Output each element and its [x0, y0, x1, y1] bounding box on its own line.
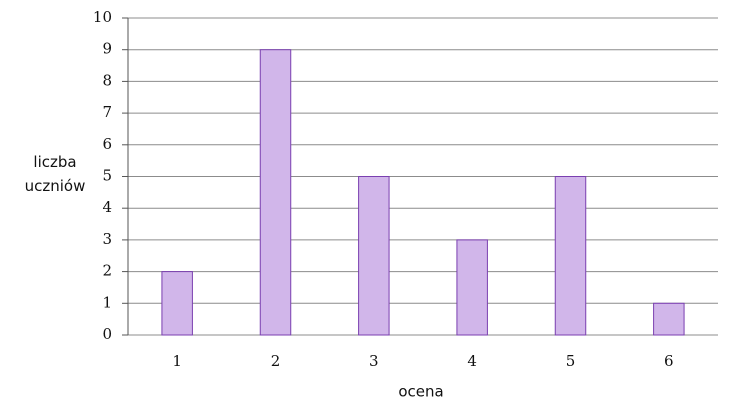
bar — [554, 176, 587, 336]
y-tick-label: 3 — [102, 230, 112, 248]
x-tick-label: 3 — [369, 352, 379, 370]
bar — [259, 49, 292, 336]
y-tick-label: 2 — [102, 262, 112, 280]
y-tick-label: 1 — [102, 293, 112, 311]
y-tick-label: 9 — [102, 40, 112, 58]
y-tick-label: 8 — [102, 71, 112, 89]
y-axis-label: liczba uczniów — [24, 153, 86, 195]
x-tick-label: 1 — [172, 352, 182, 370]
x-tick-label: 4 — [467, 352, 477, 370]
x-axis-label: ocena — [398, 383, 443, 401]
bar — [358, 176, 390, 336]
bar — [653, 302, 685, 336]
y-tick-label: 7 — [102, 103, 112, 121]
bar — [456, 239, 488, 336]
y-tick-label: 0 — [102, 325, 112, 343]
bar — [161, 271, 193, 336]
x-tick-label: 5 — [566, 352, 576, 370]
y-tick-label: 5 — [102, 167, 112, 185]
y-tick-label: 10 — [93, 8, 112, 26]
y-tick-label: 4 — [102, 198, 112, 216]
y-tick-label: 6 — [102, 135, 112, 153]
x-tick-label: 6 — [664, 352, 674, 370]
x-tick-label: 2 — [271, 352, 281, 370]
